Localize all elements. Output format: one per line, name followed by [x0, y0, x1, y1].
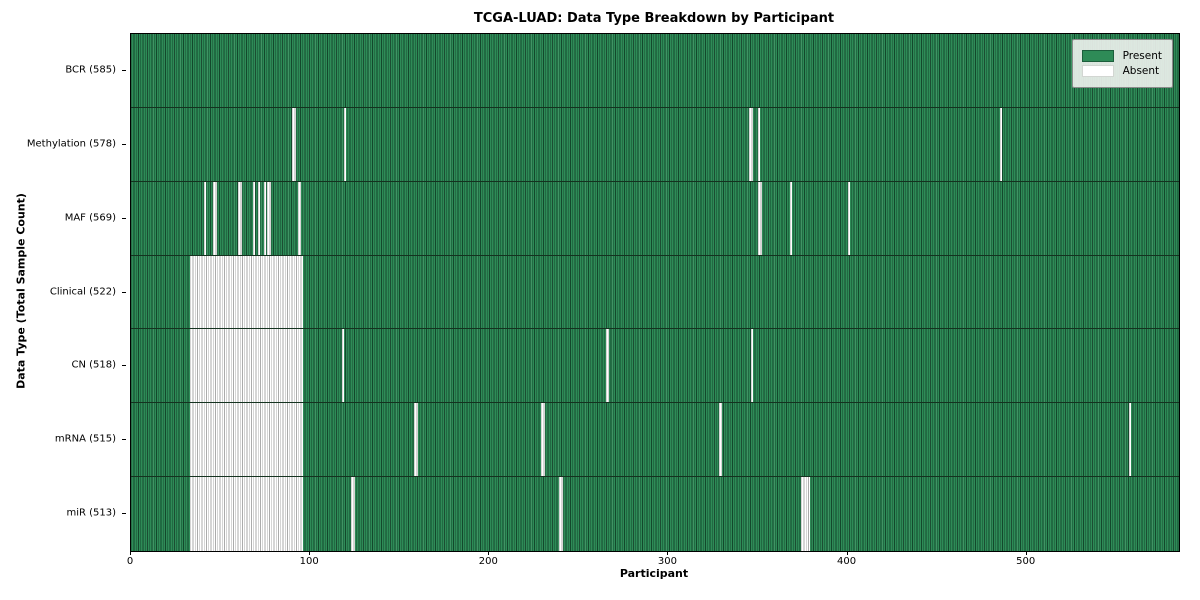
absent-segment: [204, 181, 207, 255]
absent-segment: [258, 181, 261, 255]
absent-segment: [801, 477, 810, 551]
x-tick-label-0: 0: [126, 556, 134, 567]
x-tick-labels: 0 100 200 300 400 500: [126, 551, 1178, 581]
absent-segment: [252, 181, 255, 255]
y-tick-label-mir: miR (513): [66, 507, 116, 519]
legend-label-absent: Absent: [1122, 65, 1160, 77]
y-tick-mark: [122, 291, 126, 293]
x-tick-mark: [1025, 551, 1027, 555]
absent-segment: [758, 107, 760, 181]
legend-item-absent: Absent: [1081, 65, 1162, 77]
absent-segment: [749, 107, 753, 181]
row-strip-methylation: [131, 107, 1179, 182]
absent-segment: [292, 107, 296, 181]
y-tick-mark: [122, 439, 126, 441]
y-tick-mark: [122, 143, 126, 145]
x-tick-mark: [846, 551, 848, 555]
y-tick-label-clinical: Clinical (522): [49, 286, 116, 297]
absent-segment: [344, 107, 347, 181]
legend-item-present: Present: [1081, 50, 1162, 62]
y-tick-mark: [122, 365, 126, 367]
absent-segment: [190, 403, 303, 477]
absent-segment: [999, 107, 1002, 181]
absent-segment: [750, 329, 753, 403]
row-strip-mrna: [131, 403, 1179, 478]
absent-segment: [267, 181, 271, 255]
x-tick-label-200: 200: [478, 556, 498, 567]
absent-segment: [541, 403, 545, 477]
x-tick-mark: [309, 551, 311, 555]
absent-segment: [758, 181, 762, 255]
absent-segment: [559, 477, 563, 551]
row-strip-bcr: [131, 34, 1179, 108]
absent-segment: [190, 255, 303, 329]
absent-segment: [238, 181, 243, 255]
absent-segment: [790, 181, 793, 255]
x-axis-label: Participant: [619, 567, 689, 580]
absent-segment: [342, 329, 345, 403]
y-tick-label-maf: MAF (569): [64, 212, 116, 224]
y-tick-labels: BCR (585) Methylation (578) MAF (569) Clini…: [0, 33, 126, 550]
x-tick-mark: [667, 551, 669, 555]
legend: Present Absent: [1071, 39, 1173, 88]
absent-segment: [297, 181, 302, 255]
legend-swatch-present: [1081, 50, 1114, 62]
row-strip-clinical: [131, 255, 1179, 330]
x-tick-label-500: 500: [1016, 556, 1036, 567]
x-tick-label-300: 300: [657, 556, 677, 567]
chart-title: TCGA-LUAD: Data Type Breakdown by Partic…: [473, 11, 835, 26]
row-strip-maf: [131, 181, 1179, 256]
absent-segment: [190, 477, 303, 551]
absent-segment: [351, 477, 355, 551]
legend-swatch-absent: [1081, 65, 1114, 77]
absent-segment: [847, 181, 850, 255]
y-tick-label-cn: CN (518): [71, 359, 116, 371]
x-tick-label-100: 100: [299, 556, 319, 567]
absent-segment: [718, 403, 723, 477]
y-tick-mark: [122, 217, 126, 219]
absent-segment: [190, 329, 303, 403]
row-strip-cn: [131, 329, 1179, 404]
y-tick-mark: [122, 513, 126, 515]
x-tick-mark: [488, 551, 490, 555]
absent-segment: [605, 329, 610, 403]
y-tick-label-methylation: Methylation (578): [26, 138, 116, 150]
x-tick-mark: [130, 551, 131, 555]
absent-segment: [414, 403, 418, 477]
legend-label-present: Present: [1122, 50, 1162, 62]
plot-area: Present Absent: [130, 33, 1180, 552]
absent-segment: [213, 181, 217, 255]
y-tick-mark: [122, 69, 126, 71]
y-tick-label-bcr: BCR (585): [65, 64, 116, 76]
absent-segment: [1128, 403, 1131, 477]
x-tick-label-400: 400: [837, 556, 857, 567]
row-strip-mir: [131, 477, 1179, 551]
y-tick-label-mrna: mRNA (515): [54, 433, 116, 445]
absent-segment: [263, 181, 266, 255]
